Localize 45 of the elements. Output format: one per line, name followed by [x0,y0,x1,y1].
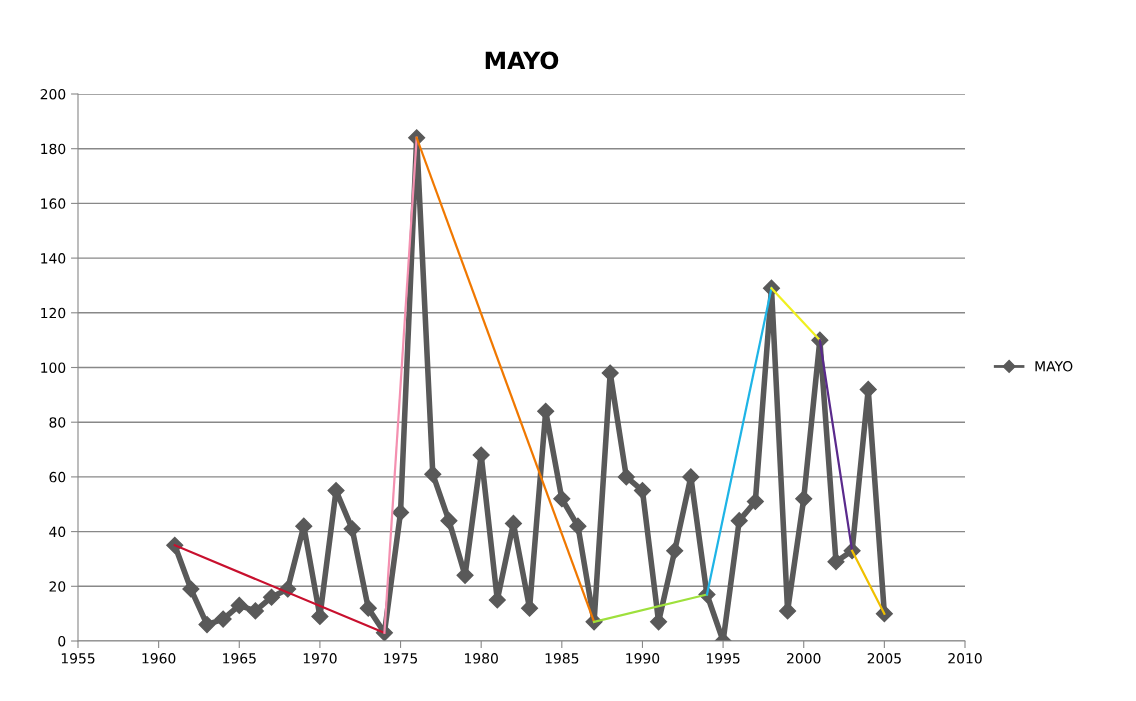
y-tick-label: 100 [41,362,66,373]
x-tick-label: 1995 [706,653,740,664]
y-tick-label: 200 [40,88,66,100]
point [214,610,232,628]
point [262,588,281,606]
point [182,580,200,598]
x-tick-label: 1960 [142,653,176,664]
point [343,520,361,538]
x-tick-label: 1980 [465,653,498,664]
y-tick-label: 0 [58,635,66,647]
point [440,512,458,530]
x-tick-label: 1990 [626,653,660,664]
y-tick-label: 120 [41,307,66,319]
point [424,465,442,483]
y-tick-label: 140 [41,253,66,264]
x-tick-label: 1975 [384,653,418,664]
point [246,602,264,620]
y-tick-label: 80 [49,417,66,428]
y-tick-label: 60 [49,471,66,483]
point [666,542,684,560]
point [746,492,764,511]
x-tick-label: 1970 [303,653,337,664]
y-tick-label: 180 [41,143,66,155]
x-tick-label: 1965 [223,653,256,664]
legend-label: MAYO [1035,361,1073,372]
chart-title: MAYO [485,51,559,70]
y-tick-label: 160 [41,198,66,209]
x-tick-label: 1955 [61,653,95,664]
x-tick-label: 2010 [948,653,982,664]
y-tick-label: 40 [49,526,66,538]
y-tick-label: 20 [49,581,66,592]
point [859,380,877,398]
point [795,490,813,508]
point [730,512,748,530]
point [359,599,377,617]
point [633,482,652,500]
point [230,596,248,614]
x-tick-label: 1985 [545,653,579,664]
point [617,468,635,486]
x-tick-label: 2005 [867,653,901,664]
point [553,490,571,508]
x-tick-label: 2000 [787,653,821,664]
point [198,616,216,634]
point [827,553,845,571]
point [569,517,587,535]
